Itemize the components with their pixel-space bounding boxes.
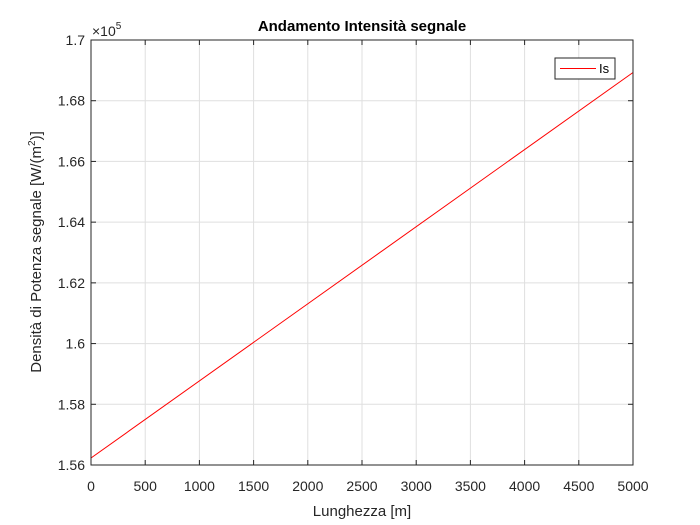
x-tick-label: 2500: [346, 478, 377, 494]
x-tick-label: 4000: [509, 478, 540, 494]
x-tick-labels: 0 500 1000 1500 2000 2500 3000 3500 4000 4500 5000: [87, 478, 649, 494]
x-tick-label: 3000: [401, 478, 432, 494]
y-tick-label: 1.66: [58, 153, 85, 169]
y-tick-label: 1.58: [58, 396, 85, 412]
y-tick-label: 1.6: [66, 336, 86, 352]
series-group: [90, 72, 634, 459]
y-axis-label: Densità di Potenza segnale [W/(m2)]: [27, 131, 45, 373]
x-tick-label: 1000: [184, 478, 215, 494]
x-tick-label: 1500: [238, 478, 269, 494]
x-axis-label: Lunghezza [m]: [313, 503, 411, 520]
ticks: [90, 39, 634, 466]
x-tick-label: 3500: [455, 478, 486, 494]
legend-label-is: Is: [599, 61, 610, 76]
series-line-is: [90, 72, 634, 459]
x-tick-label: 2000: [292, 478, 323, 494]
y-exponent-label: ×105: [92, 21, 122, 39]
y-axis-label-superscript: 2: [27, 140, 38, 146]
x-tick-label: 5000: [617, 478, 648, 494]
y-axis-label-main: Densità di Potenza segnale [W/(m: [28, 146, 45, 373]
x-tick-label: 4500: [563, 478, 594, 494]
y-exponent-power: 5: [116, 21, 122, 32]
legend: Is: [554, 57, 616, 80]
y-tick-label: 1.62: [58, 275, 85, 291]
y-tick-label: 1.56: [58, 457, 85, 473]
y-tick-labels: 1.56 1.58 1.6 1.62 1.64 1.66 1.68 1.7: [58, 32, 85, 473]
y-tick-label: 1.64: [58, 214, 85, 230]
y-tick-label: 1.68: [58, 93, 85, 109]
x-tick-label: 500: [134, 478, 158, 494]
chart-title: Andamento Intensità segnale: [258, 18, 466, 35]
x-tick-label: 0: [87, 478, 95, 494]
y-exponent-base: ×10: [92, 23, 116, 39]
y-tick-label: 1.7: [66, 32, 86, 48]
y-axis-label-end: )]: [28, 131, 45, 140]
